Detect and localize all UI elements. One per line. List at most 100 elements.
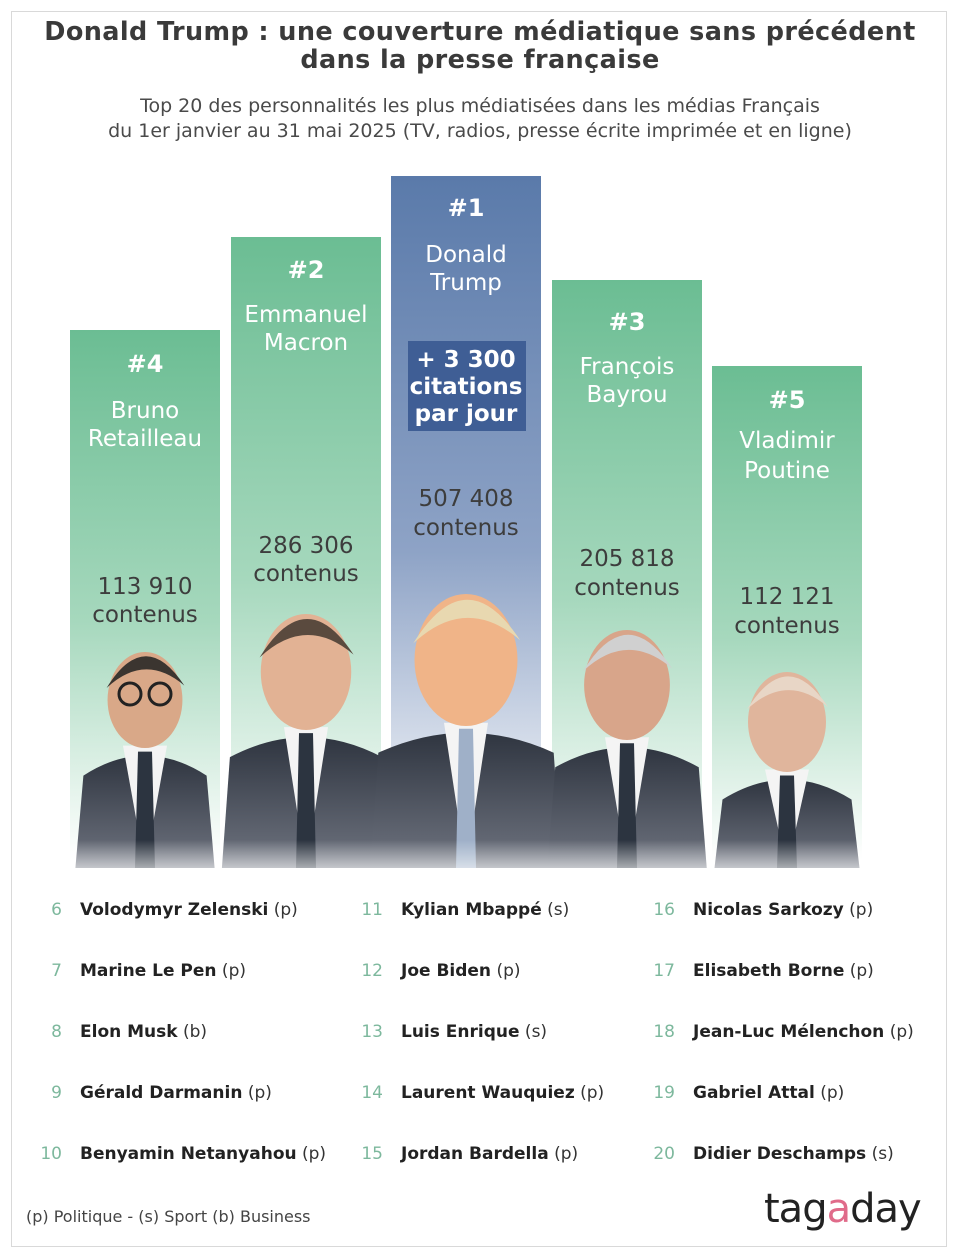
- ranking-item: 16 Nicolas Sarkozy (p): [653, 900, 874, 920]
- ranking-item: 14 Laurent Wauquiez (p): [361, 1083, 605, 1103]
- ranking-name: Gérald Darmanin: [80, 1083, 243, 1103]
- ranking-category: (s): [541, 900, 570, 920]
- ranking-category: (s): [866, 1144, 894, 1164]
- ranking-category: (p): [814, 1083, 845, 1103]
- ranking-item: 7 Marine Le Pen (p): [51, 961, 246, 981]
- callout-box: [408, 341, 526, 431]
- ranking-item: 12 Joe Biden (p): [361, 961, 521, 981]
- title-line-2: dans la presse française: [300, 45, 660, 75]
- ranking-item: 10 Benyamin Netanyahou (p): [40, 1144, 327, 1164]
- category-legend: (p) Politique - (s) Sport (b) Business: [26, 1207, 311, 1226]
- ranking-number: 18: [653, 1022, 675, 1042]
- ranking-number: 12: [361, 961, 383, 981]
- ranking-number: 20: [653, 1144, 675, 1164]
- ranking-category: (p): [884, 1022, 914, 1042]
- subtitle-line-2: du 1er janvier au 31 mai 2025 (TV, radio…: [108, 120, 852, 142]
- ranking-category: (p): [216, 961, 246, 981]
- ranking-number: 15: [361, 1144, 383, 1164]
- ranking-name: Kylian Mbappé: [401, 900, 542, 920]
- bar-name-line-2: Macron: [264, 330, 348, 356]
- ranking-name: Joe Biden: [401, 961, 492, 981]
- person-photo-3: [370, 594, 562, 868]
- ranking-item: 18 Jean-Luc Mélenchon (p): [653, 1022, 914, 1042]
- ranking-name: Elon Musk: [80, 1022, 178, 1042]
- ranking-name: Laurent Wauquiez: [401, 1083, 575, 1103]
- ranking-item: 11 Kylian Mbappé (s): [361, 900, 570, 920]
- bar-name-line-2: Bayrou: [586, 382, 667, 408]
- ranking-item: 20 Didier Deschamps (s): [653, 1144, 894, 1164]
- ranking-name: Benyamin Netanyahou: [80, 1144, 297, 1164]
- bar-value-label: 507 408: [418, 486, 513, 512]
- ranking-number: 7: [51, 961, 62, 981]
- callout-line: citations: [410, 374, 523, 400]
- title-line-1: Donald Trump : une couverture médiatique…: [44, 17, 916, 47]
- person-photo-1: [75, 652, 215, 868]
- ranking-category: (p): [242, 1083, 272, 1103]
- ranking-category: (p): [843, 900, 874, 920]
- bar-unit-label: contenus: [734, 613, 840, 639]
- ranking-number: 11: [361, 900, 383, 920]
- bar-value-label: 286 306: [258, 533, 353, 559]
- bar-rank-label: #1: [448, 194, 485, 222]
- tagaday-logo: tagaday: [764, 1186, 922, 1232]
- callout-line: par jour: [415, 401, 518, 427]
- ranking-number: 16: [653, 900, 675, 920]
- ranking-category: (p): [844, 961, 874, 981]
- ranking-name: Jean-Luc Mélenchon: [693, 1022, 885, 1042]
- ranking-number: 10: [40, 1144, 62, 1164]
- ranking-name: Volodymyr Zelenski: [80, 900, 269, 920]
- page-subtitle: Top 20 des personnalités les plus médiat…: [0, 94, 960, 144]
- ranking-number: 14: [361, 1083, 383, 1103]
- bar-rank-label: #3: [609, 308, 646, 336]
- ranking-item: 19 Gabriel Attal (p): [653, 1083, 845, 1103]
- bar-name-line-1: Vladimir: [739, 428, 835, 454]
- bar-name-line-1: Bruno: [111, 398, 179, 424]
- ranking-category: (p): [548, 1144, 579, 1164]
- ranking-item: 6 Volodymyr Zelenski (p): [51, 900, 298, 920]
- infographic-frame: [11, 11, 947, 1247]
- ranking-number: 17: [653, 961, 675, 981]
- ranking-category: (p): [296, 1144, 327, 1164]
- ranking-item: 8 Elon Musk (b): [51, 1022, 208, 1042]
- ranking-name: Didier Deschamps: [693, 1144, 867, 1164]
- bar-name-line-1: Emmanuel: [244, 302, 367, 328]
- person-photo-4: [547, 630, 707, 868]
- person-photo-2: [221, 614, 391, 868]
- ranking-category: (s): [519, 1022, 548, 1042]
- ranking-category: (p): [268, 900, 298, 920]
- bar-value-label: 112 121: [739, 584, 834, 610]
- ranking-item: 13 Luis Enrique (s): [361, 1022, 548, 1042]
- bar-name-line-1: Donald: [425, 242, 506, 268]
- ranking-category: (b): [177, 1022, 208, 1042]
- ranking-name: Nicolas Sarkozy: [693, 900, 844, 920]
- bar-rank-label: #5: [769, 386, 806, 414]
- bar-unit-label: contenus: [92, 602, 198, 628]
- bar-value-label: 113 910: [97, 574, 192, 600]
- page-title: Donald Trump : une couverture médiatique…: [0, 18, 960, 74]
- ranking-name: Elisabeth Borne: [693, 961, 845, 981]
- ranking-category: (p): [574, 1083, 605, 1103]
- ranking-item: 15 Jordan Bardella (p): [361, 1144, 579, 1164]
- bar-unit-label: contenus: [413, 515, 519, 541]
- bar-unit-label: contenus: [253, 561, 359, 587]
- bar-unit-label: contenus: [574, 575, 680, 601]
- ranking-number: 8: [51, 1022, 62, 1042]
- ranking-category: (p): [491, 961, 521, 981]
- ranking-item: 17 Elisabeth Borne (p): [653, 961, 874, 981]
- ranking-name: Jordan Bardella: [401, 1144, 549, 1164]
- bar-name-line-2: Poutine: [744, 458, 830, 484]
- bar-rank-label: #4: [127, 350, 164, 378]
- bar-name-line-2: Trump: [429, 270, 502, 296]
- ranking-name: Marine Le Pen: [80, 961, 217, 981]
- bar-name-line-1: François: [580, 354, 675, 380]
- bar-rank-label: #2: [288, 256, 325, 284]
- bar-value-label: 205 818: [579, 546, 674, 572]
- ranking-number: 13: [361, 1022, 383, 1042]
- ranking-number: 19: [653, 1083, 675, 1103]
- ranking-number: 6: [51, 900, 62, 920]
- ranking-item: 9 Gérald Darmanin (p): [51, 1083, 272, 1103]
- ranking-name: Gabriel Attal: [693, 1083, 815, 1103]
- subtitle-line-1: Top 20 des personnalités les plus médiat…: [140, 95, 820, 117]
- ranking-number: 9: [51, 1083, 62, 1103]
